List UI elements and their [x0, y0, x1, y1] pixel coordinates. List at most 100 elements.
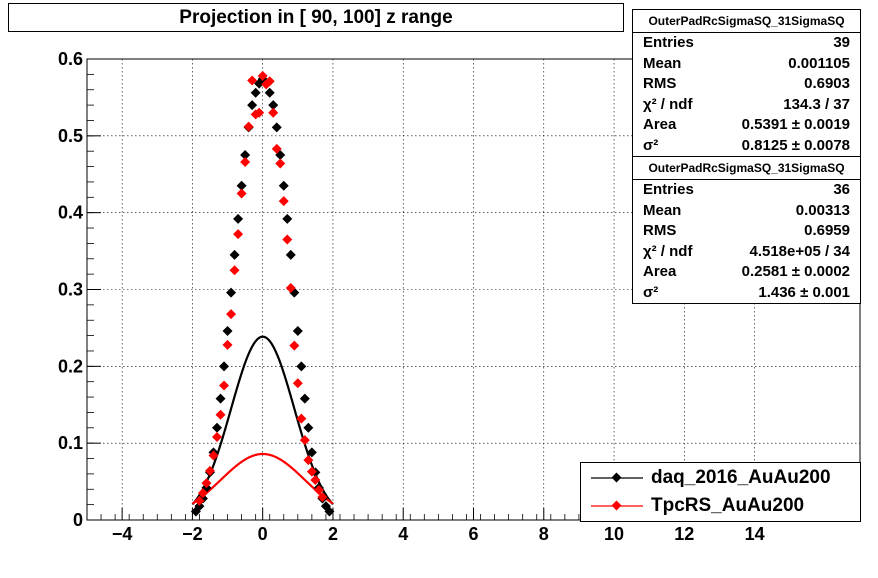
data-point [233, 213, 244, 224]
data-markers [190, 70, 335, 517]
data-point [268, 107, 279, 118]
data-point [247, 100, 258, 111]
data-point [324, 506, 335, 517]
data-point [275, 158, 286, 169]
stats-row-sigma2: σ² 1.436 ± 0.001 [633, 283, 860, 304]
data-point [240, 156, 251, 167]
stats-key: Area [643, 263, 677, 280]
x-tick-label: 2 [328, 524, 338, 544]
data-point [303, 422, 314, 433]
data-point [254, 107, 265, 118]
data-point [226, 309, 237, 320]
stats-value: 39 [833, 34, 850, 51]
fit-curve [191, 452, 334, 505]
stats-value: 134.3 / 37 [783, 95, 850, 113]
stats-key: Entries [643, 181, 694, 198]
legend-marker-daq [591, 472, 643, 483]
data-point [250, 87, 261, 98]
data-point [215, 409, 226, 420]
y-tick-label: 0.6 [58, 49, 83, 69]
data-point [243, 121, 254, 132]
x-tick-label: 12 [674, 524, 694, 544]
stats-row-rms: RMS 0.6903 [633, 74, 860, 95]
data-point [292, 378, 303, 389]
data-point [215, 393, 226, 404]
data-point [233, 229, 244, 240]
stats-row-mean: Mean 0.001105 [633, 54, 860, 75]
stats-row-chi2: χ² / ndf 134.3 / 37 [633, 95, 860, 116]
data-point [310, 475, 321, 486]
data-point [264, 76, 275, 87]
stats-header: OuterPadRcSigmaSQ_31SigmaSQ [633, 10, 860, 33]
stats-row-rms: RMS 0.6959 [633, 221, 860, 242]
stats-header: OuterPadRcSigmaSQ_31SigmaSQ [633, 157, 860, 180]
data-point [226, 287, 237, 298]
data-point [219, 361, 230, 372]
stats-key: Mean [643, 54, 682, 72]
stats-value: 0.6903 [804, 75, 850, 92]
y-tick-label: 0.1 [58, 433, 83, 453]
x-tick-label: 8 [539, 524, 549, 544]
data-point [313, 485, 324, 496]
stats-value: 36 [833, 181, 850, 198]
stats-row-area: Area 0.5391 ± 0.0019 [633, 115, 860, 136]
data-point [306, 447, 317, 458]
data-point [268, 100, 279, 111]
data-point [289, 340, 300, 351]
data-point [285, 249, 296, 260]
stats-key: RMS [643, 75, 677, 92]
data-point [271, 122, 282, 133]
data-point [212, 422, 223, 433]
data-point [292, 325, 303, 336]
data-point [282, 213, 293, 224]
data-point [236, 188, 247, 199]
data-point [201, 478, 212, 489]
stats-row-entries: Entries 36 [633, 180, 860, 201]
stats-value: 0.2581 ± 0.0002 [741, 263, 850, 280]
data-point [264, 87, 275, 98]
x-tick-label: −2 [182, 524, 203, 544]
stats-key: Entries [643, 34, 694, 51]
x-tick-label: 0 [258, 524, 268, 544]
stats-row-mean: Mean 0.00313 [633, 201, 860, 222]
data-point [278, 196, 289, 207]
chart-title: Projection in [ 90, 100] z range [8, 3, 624, 32]
stats-box-daq: OuterPadRcSigmaSQ_31SigmaSQ Entries 39 Me… [632, 9, 861, 157]
stats-value: 0.6959 [804, 222, 850, 239]
data-point [194, 495, 205, 506]
stats-key: σ² [643, 136, 659, 154]
data-point [285, 282, 296, 293]
legend-marker-tpcrs [591, 500, 643, 511]
y-tick-label: 0.2 [58, 356, 83, 376]
x-axis: −4 −2 0 2 4 6 8 10 12 14 [86, 508, 861, 544]
data-point [229, 265, 240, 276]
x-tick-label: 14 [745, 524, 765, 544]
legend-entry-daq: daq_2016_AuAu200 [581, 465, 860, 491]
data-point [299, 435, 310, 446]
legend: daq_2016_AuAu200 TpcRS_AuAu200 [580, 462, 861, 522]
data-point [236, 180, 247, 191]
data-point [296, 361, 307, 372]
data-point [208, 450, 219, 461]
stats-value: 1.436 ± 0.001 [758, 283, 850, 301]
stats-key: σ² [643, 283, 659, 301]
data-point [222, 325, 233, 336]
data-point [197, 488, 208, 499]
data-point [317, 491, 328, 502]
stats-key: Mean [643, 201, 682, 219]
data-point [219, 380, 230, 391]
y-tick-label: 0 [73, 510, 83, 530]
data-point [306, 466, 317, 477]
data-point [303, 455, 314, 466]
data-point [212, 432, 223, 443]
stats-key: RMS [643, 222, 677, 239]
stats-key: χ² / ndf [643, 242, 693, 260]
data-point [296, 413, 307, 424]
stats-row-chi2: χ² / ndf 4.518e+05 / 34 [633, 242, 860, 263]
data-point [282, 234, 293, 245]
stats-row-entries: Entries 39 [633, 33, 860, 54]
y-tick-label: 0.3 [58, 280, 83, 300]
stats-value: 0.5391 ± 0.0019 [741, 116, 850, 133]
data-point [240, 150, 251, 161]
stats-value: 0.00313 [795, 201, 850, 219]
